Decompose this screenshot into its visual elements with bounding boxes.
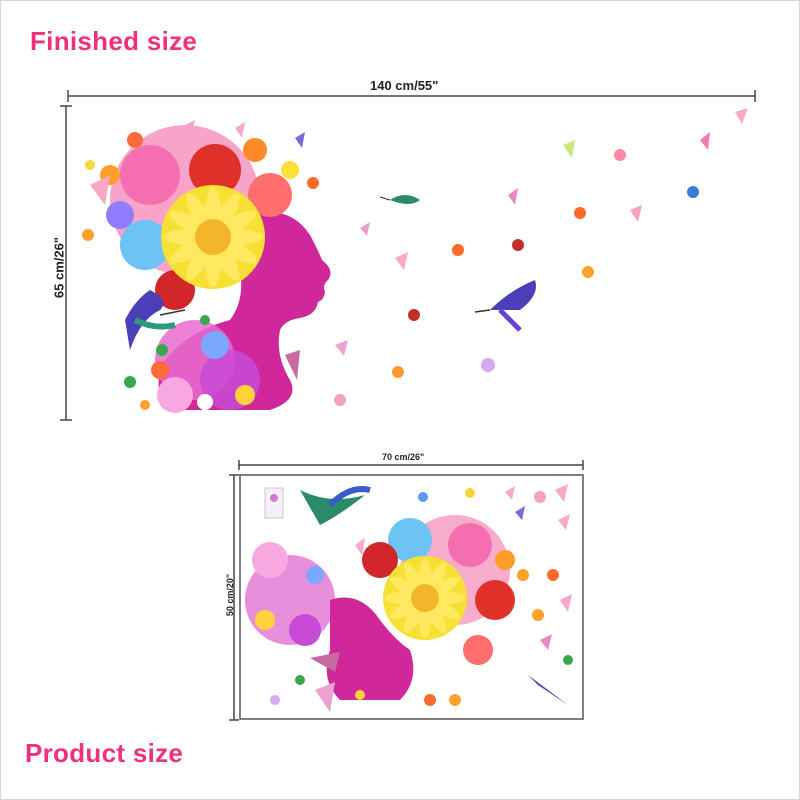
sheet-decorations (270, 484, 573, 712)
sheet-sunflower (383, 556, 467, 640)
sheet-silhouette (326, 597, 414, 700)
sheet-logo (264, 487, 284, 519)
product-height-label: 50 cm/20" (225, 573, 235, 617)
hummingbird-small (379, 195, 420, 204)
hummingbird-right (474, 280, 536, 332)
product-width-label: 70 cm/26" (382, 452, 425, 462)
sheet-hummingbird-bottom (528, 675, 568, 705)
shoulder-flowers (151, 320, 260, 413)
finished-width-label: 140 cm/55" (370, 78, 439, 93)
sunflower (161, 185, 265, 289)
sheet-hummingbird-top (300, 486, 371, 525)
product-size-heading: Product size (25, 738, 184, 768)
finished-size-heading: Finished size (30, 26, 198, 56)
sheet-flower-cluster-left (245, 542, 335, 646)
scattered-decorations (82, 108, 748, 410)
hummingbird-left (125, 290, 186, 350)
